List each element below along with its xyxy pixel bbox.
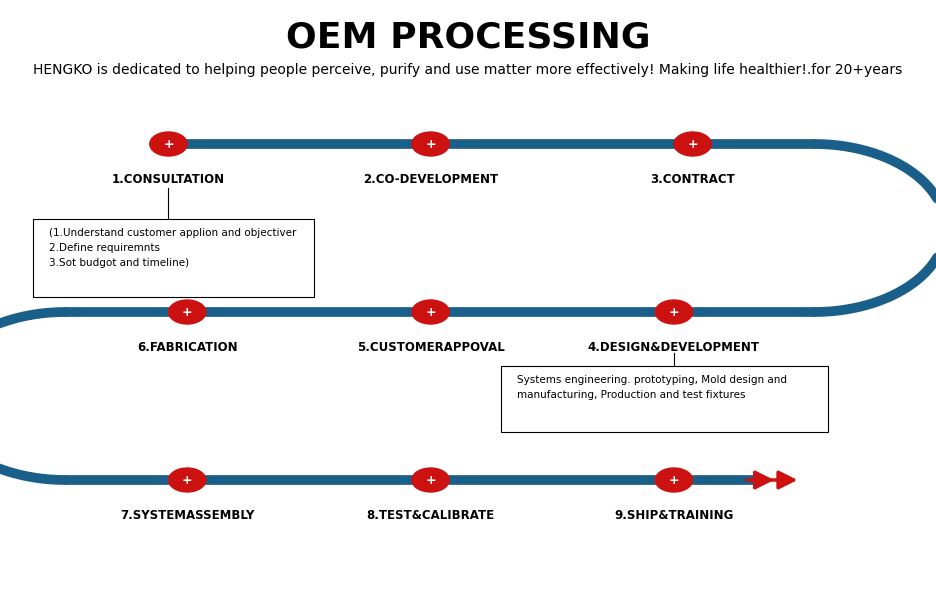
Text: 7.SYSTEMASSEMBLY: 7.SYSTEMASSEMBLY xyxy=(120,509,255,522)
Text: 4.DESIGN&DEVELOPMENT: 4.DESIGN&DEVELOPMENT xyxy=(588,341,760,354)
Circle shape xyxy=(150,132,187,156)
Text: +: + xyxy=(668,305,680,319)
Circle shape xyxy=(412,132,449,156)
Text: 6.FABRICATION: 6.FABRICATION xyxy=(137,341,238,354)
Circle shape xyxy=(655,300,693,324)
Text: +: + xyxy=(182,473,193,487)
Text: +: + xyxy=(668,473,680,487)
Text: 8.TEST&CALIBRATE: 8.TEST&CALIBRATE xyxy=(367,509,494,522)
Text: HENGKO is dedicated to helping people perceive, purify and use matter more effec: HENGKO is dedicated to helping people pe… xyxy=(34,63,902,77)
Text: 1.CONSULTATION: 1.CONSULTATION xyxy=(112,173,225,186)
Text: +: + xyxy=(425,137,436,151)
Text: +: + xyxy=(425,473,436,487)
Text: Systems engineering. prototyping, Mold design and
manufacturing, Production and : Systems engineering. prototyping, Mold d… xyxy=(517,375,786,400)
Text: +: + xyxy=(425,305,436,319)
Text: 3.CONTRACT: 3.CONTRACT xyxy=(651,173,735,186)
Circle shape xyxy=(655,468,693,492)
Text: OEM PROCESSING: OEM PROCESSING xyxy=(285,21,651,55)
Text: 9.SHIP&TRAINING: 9.SHIP&TRAINING xyxy=(614,509,734,522)
FancyBboxPatch shape xyxy=(501,366,828,432)
FancyBboxPatch shape xyxy=(33,219,314,297)
Text: (1.Understand customer applion and objectiver
2.Define requiremnts
3.Sot budgot : (1.Understand customer applion and objec… xyxy=(49,228,296,268)
Circle shape xyxy=(674,132,711,156)
Text: +: + xyxy=(182,305,193,319)
Circle shape xyxy=(168,468,206,492)
Circle shape xyxy=(412,300,449,324)
Text: 2.CO-DEVELOPMENT: 2.CO-DEVELOPMENT xyxy=(363,173,498,186)
Text: +: + xyxy=(163,137,174,151)
Text: 5.CUSTOMERAPPOVAL: 5.CUSTOMERAPPOVAL xyxy=(357,341,505,354)
Circle shape xyxy=(412,468,449,492)
Text: +: + xyxy=(687,137,698,151)
Circle shape xyxy=(168,300,206,324)
